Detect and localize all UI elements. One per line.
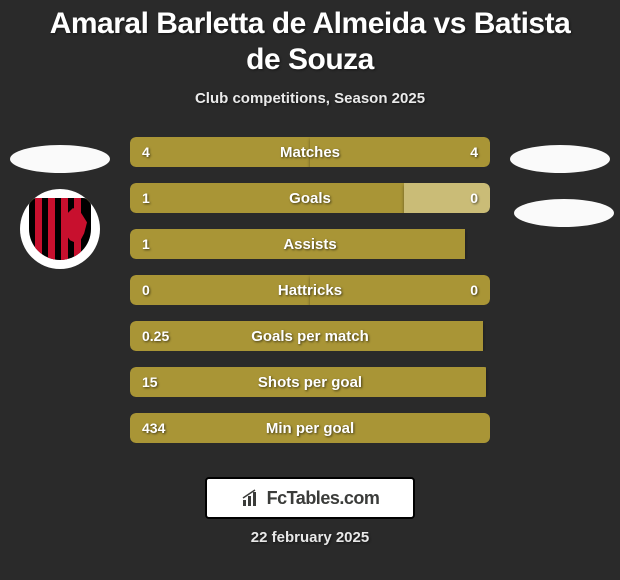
stat-row: 15Shots per goal (130, 367, 490, 397)
brand-text: FcTables.com (267, 488, 380, 509)
stat-row: 44Matches (130, 137, 490, 167)
player-right-ellipse-1 (510, 145, 610, 173)
stat-label: Hattricks (130, 275, 490, 305)
comparison-subtitle: Club competitions, Season 2025 (0, 90, 620, 107)
stat-label: Shots per goal (130, 367, 490, 397)
player-left-ellipse (10, 145, 110, 173)
comparison-title: Amaral Barletta de Almeida vs Batista de… (0, 0, 620, 78)
stat-row: 0.25Goals per match (130, 321, 490, 351)
stat-row: 1Assists (130, 229, 490, 259)
stat-label: Matches (130, 137, 490, 167)
stat-label: Assists (130, 229, 490, 259)
brand-badge: FcTables.com (205, 477, 415, 519)
stat-row: 00Hattricks (130, 275, 490, 305)
date-label: 22 february 2025 (0, 529, 620, 546)
stat-label: Min per goal (130, 413, 490, 443)
stats-area: ★ ★ 44Matches 10Goals 1Assists 00Hattricks 0… (0, 137, 620, 467)
stat-label: Goals (130, 183, 490, 213)
player-right-ellipse-2 (514, 199, 614, 227)
shield-icon (29, 198, 91, 260)
stat-row: 10Goals (130, 183, 490, 213)
stat-row: 434Min per goal (130, 413, 490, 443)
chart-icon (241, 488, 261, 508)
stat-label: Goals per match (130, 321, 490, 351)
club-badge: ★ ★ (20, 189, 100, 269)
